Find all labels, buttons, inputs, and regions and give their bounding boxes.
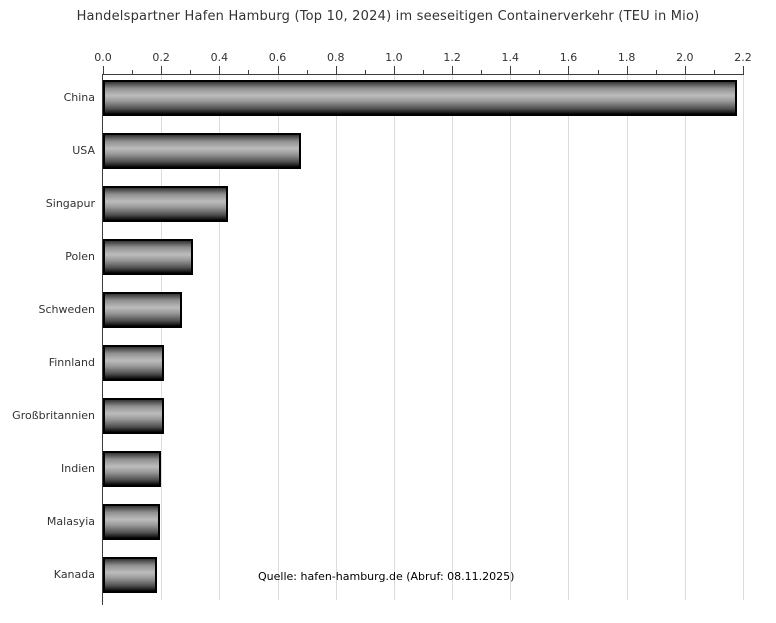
- x-axis-minor-tick: [423, 70, 424, 74]
- category-label-malasyia: Malasyia: [46, 515, 95, 528]
- bar-polen: [103, 239, 194, 275]
- x-axis-tick-label: 1.8: [617, 51, 636, 64]
- category-label-polen: Polen: [65, 250, 95, 263]
- category-label-indien: Indien: [61, 462, 95, 475]
- x-axis-minor-tick: [655, 70, 657, 74]
- x-axis-major-tick: [452, 66, 454, 74]
- category-label-usa: USA: [72, 144, 95, 157]
- bar-indien: [103, 451, 162, 487]
- x-axis-minor-tick: [248, 70, 250, 74]
- gridline: [335, 75, 337, 600]
- x-axis-tick-label: 1.4: [501, 51, 520, 64]
- x-axis-minor-tick: [364, 70, 366, 74]
- x-axis-major-tick: [277, 66, 279, 74]
- gridline: [161, 75, 163, 600]
- x-axis-major-tick: [335, 66, 337, 74]
- x-axis-tick-label: 2.0: [676, 51, 694, 64]
- x-axis-minor-tick: [306, 70, 308, 74]
- bar-finnland: [103, 345, 165, 381]
- gridline: [743, 75, 744, 600]
- x-axis-line: [102, 74, 744, 75]
- x-axis-minor-tick: [713, 70, 715, 74]
- gridline: [626, 75, 628, 600]
- y-axis-line: [102, 74, 103, 605]
- category-label-singapur: Singapur: [45, 197, 95, 210]
- x-axis-tick-label: 1.2: [443, 51, 461, 64]
- bar-kanada: [103, 557, 157, 593]
- gridline: [568, 75, 570, 600]
- bar-grossbritannien: [103, 398, 165, 434]
- plot-area: 0.0 0.2 0.4 0.6 0.8 1.0 1.2 1.4 1.6 1.8 2.0 2.2: [94, 51, 752, 605]
- x-axis-major-tick: [161, 66, 163, 74]
- x-axis-major-tick: [568, 66, 570, 74]
- x-axis-major-tick: [393, 66, 395, 74]
- gridline: [277, 75, 279, 600]
- bar-schweden: [103, 292, 182, 328]
- x-axis-tick-label: 0.6: [268, 51, 287, 64]
- x-axis-tick-label: 1.0: [385, 51, 403, 64]
- x-axis-tick-label: 1.6: [559, 51, 578, 64]
- category-label-kanada: Kanada: [53, 568, 95, 581]
- x-axis-tick-label: 0.2: [152, 51, 170, 64]
- x-axis-major-tick: [684, 66, 686, 74]
- category-label-schweden: Schweden: [38, 303, 96, 316]
- x-axis-tick-label: 0.4: [210, 51, 229, 64]
- x-axis-major-tick: [510, 66, 512, 74]
- category-label-grossbritannien: Großbritannien: [12, 409, 95, 422]
- x-axis-major-tick: [626, 66, 628, 74]
- x-axis-tick-label: 0.8: [326, 51, 345, 64]
- x-axis-minor-tick: [481, 70, 483, 74]
- x-axis-minor-tick: [190, 70, 192, 74]
- category-label-china: China: [63, 91, 95, 104]
- gridline: [452, 75, 454, 600]
- x-axis-minor-tick: [132, 70, 134, 74]
- x-axis-minor-tick: [597, 70, 599, 74]
- bar-usa: [103, 133, 301, 169]
- x-axis-major-tick: [743, 66, 744, 74]
- bar-china: [103, 80, 738, 116]
- source-note: Quelle: hafen-hamburg.de (Abruf: 08.11.2…: [258, 570, 515, 583]
- x-axis-major-tick: [219, 66, 221, 74]
- x-axis-major-tick: [103, 66, 104, 74]
- bar-singapur: [103, 186, 229, 222]
- gridline: [393, 75, 395, 600]
- bar-malasyia: [103, 504, 160, 540]
- gridline: [684, 75, 686, 600]
- chart-title: Handelspartner Hafen Hamburg (Top 10, 20…: [76, 9, 700, 24]
- x-axis-minor-tick: [539, 70, 541, 74]
- gridline: [219, 75, 221, 600]
- x-axis-tick-label: 0.0: [94, 51, 112, 64]
- x-axis-tick-label: 2.2: [734, 51, 752, 64]
- category-label-finnland: Finnland: [48, 356, 95, 369]
- gridline: [510, 75, 512, 600]
